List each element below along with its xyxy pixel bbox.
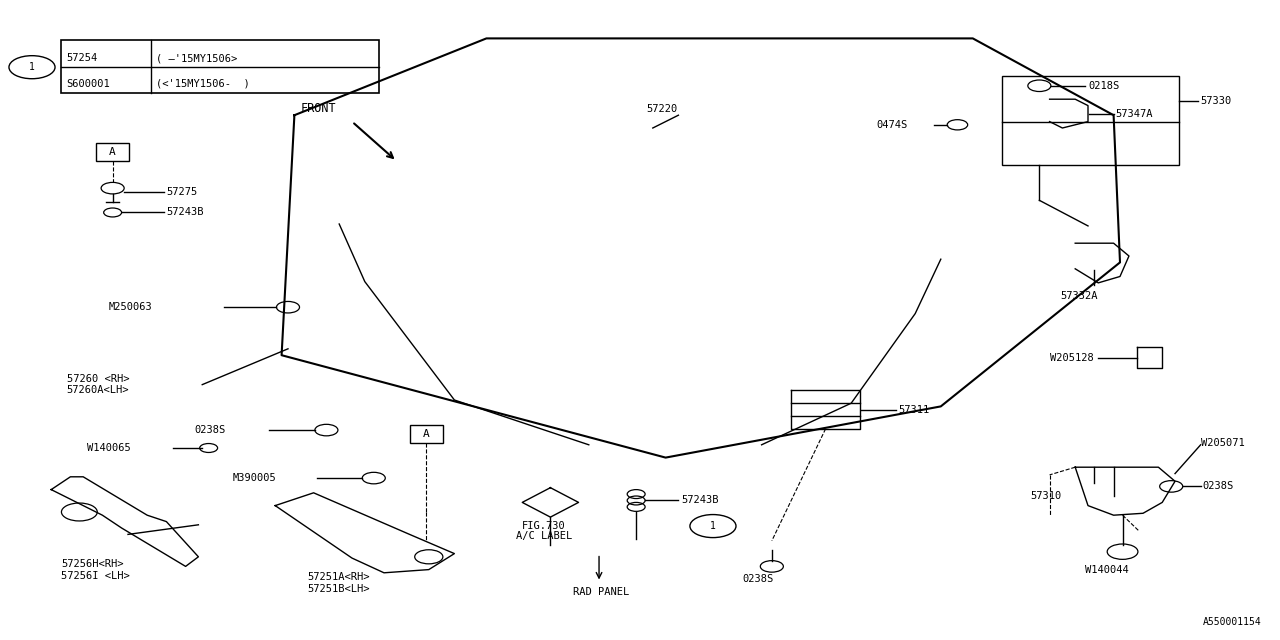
Bar: [1002, 76, 1179, 165]
Text: 57310: 57310: [1030, 491, 1061, 501]
Text: 57260A<LH>: 57260A<LH>: [67, 385, 129, 396]
Text: 57251B<LH>: 57251B<LH>: [307, 584, 370, 594]
Text: 57347A: 57347A: [1115, 109, 1152, 119]
Text: M390005: M390005: [233, 473, 276, 483]
Text: 57330: 57330: [1201, 95, 1231, 106]
Text: A: A: [422, 429, 430, 439]
Text: (<'15MY1506-  ): (<'15MY1506- ): [156, 79, 250, 89]
Text: S600001: S600001: [67, 79, 110, 89]
Text: 57275: 57275: [166, 187, 197, 197]
Text: 57256I <LH>: 57256I <LH>: [61, 571, 131, 581]
Text: 1: 1: [29, 62, 35, 72]
Bar: [61, 40, 379, 93]
Text: ( –'15MY1506>: ( –'15MY1506>: [156, 53, 237, 63]
Text: W205128: W205128: [1050, 353, 1093, 363]
Text: A/C LABEL: A/C LABEL: [516, 531, 572, 541]
Text: 57220: 57220: [646, 104, 677, 114]
Text: 0238S: 0238S: [1202, 481, 1233, 492]
Text: 57251A<RH>: 57251A<RH>: [307, 572, 370, 582]
Text: M250063: M250063: [109, 302, 152, 312]
Text: A550001154: A550001154: [1203, 617, 1262, 627]
Text: 57256H<RH>: 57256H<RH>: [61, 559, 124, 570]
Text: 1: 1: [710, 521, 716, 531]
Text: W140065: W140065: [87, 443, 131, 453]
Text: 0238S: 0238S: [195, 425, 225, 435]
Text: A: A: [109, 147, 116, 157]
Text: 57243B: 57243B: [166, 207, 204, 218]
Text: 57243B: 57243B: [681, 495, 718, 506]
Text: 57254: 57254: [67, 53, 97, 63]
Text: W205071: W205071: [1201, 438, 1244, 448]
Text: 57311: 57311: [899, 404, 929, 415]
Text: FIG.730: FIG.730: [522, 521, 566, 531]
Text: 0474S: 0474S: [877, 120, 908, 130]
Text: 0238S: 0238S: [742, 574, 773, 584]
Text: W140044: W140044: [1085, 564, 1129, 575]
Text: 57260 <RH>: 57260 <RH>: [67, 374, 129, 384]
Text: 0218S: 0218S: [1088, 81, 1119, 91]
Text: RAD PANEL: RAD PANEL: [573, 587, 630, 597]
Text: FRONT: FRONT: [301, 102, 337, 115]
Text: 57332A: 57332A: [1060, 291, 1097, 301]
